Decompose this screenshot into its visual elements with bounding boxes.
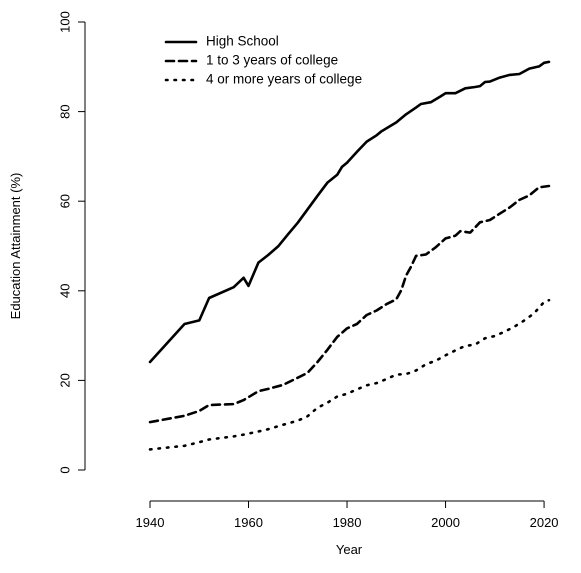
series-line-1 — [148, 60, 551, 364]
x-tick-label: 1940 — [136, 515, 165, 530]
y-tick-label: 20 — [57, 373, 72, 387]
plot-lines — [148, 60, 551, 451]
legend-label-3: 4 or more years of college — [206, 72, 362, 87]
y-tick-label: 40 — [57, 284, 72, 298]
series-line-3 — [148, 298, 551, 451]
x-axis: 1940 1960 1980 2000 2020 — [136, 500, 559, 530]
y-tick-label: 0 — [57, 466, 72, 473]
y-tick-label: 100 — [57, 11, 72, 33]
x-tick-label: 2020 — [530, 515, 559, 530]
x-tick-label: 1960 — [234, 515, 263, 530]
legend-label-1: High School — [206, 34, 279, 49]
y-tick-label: 60 — [57, 194, 72, 208]
x-axis-label: Year — [336, 542, 363, 557]
x-tick-label: 2000 — [431, 515, 460, 530]
legend: High School 1 to 3 years of college 4 or m… — [164, 34, 362, 87]
y-axis-label: Education Attainment (%) — [8, 173, 23, 320]
series-line-2 — [148, 184, 551, 424]
x-tick-label: 1980 — [333, 515, 362, 530]
y-tick-label: 80 — [57, 104, 72, 118]
legend-label-2: 1 to 3 years of college — [206, 53, 338, 68]
y-axis: 0 20 40 60 80 100 — [57, 11, 86, 474]
